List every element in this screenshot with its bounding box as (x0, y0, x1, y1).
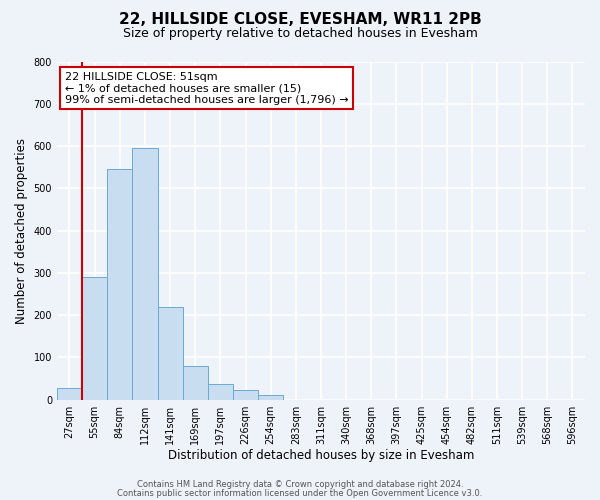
Y-axis label: Number of detached properties: Number of detached properties (15, 138, 28, 324)
Bar (158, 306, 182, 400)
Text: Contains public sector information licensed under the Open Government Licence v3: Contains public sector information licen… (118, 488, 482, 498)
Text: 22 HILLSIDE CLOSE: 51sqm
← 1% of detached houses are smaller (15)
99% of semi-de: 22 HILLSIDE CLOSE: 51sqm ← 1% of detache… (65, 72, 349, 105)
Bar (258, 396, 283, 400)
Bar (57, 388, 82, 400)
Bar (133, 148, 158, 400)
Bar (182, 366, 208, 400)
Bar (233, 390, 258, 400)
Text: Contains HM Land Registry data © Crown copyright and database right 2024.: Contains HM Land Registry data © Crown c… (137, 480, 463, 489)
Bar (107, 170, 133, 400)
Bar (208, 384, 233, 400)
Text: Size of property relative to detached houses in Evesham: Size of property relative to detached ho… (122, 28, 478, 40)
X-axis label: Distribution of detached houses by size in Evesham: Distribution of detached houses by size … (168, 450, 474, 462)
Text: 22, HILLSIDE CLOSE, EVESHAM, WR11 2PB: 22, HILLSIDE CLOSE, EVESHAM, WR11 2PB (119, 12, 481, 28)
Bar (82, 277, 107, 400)
